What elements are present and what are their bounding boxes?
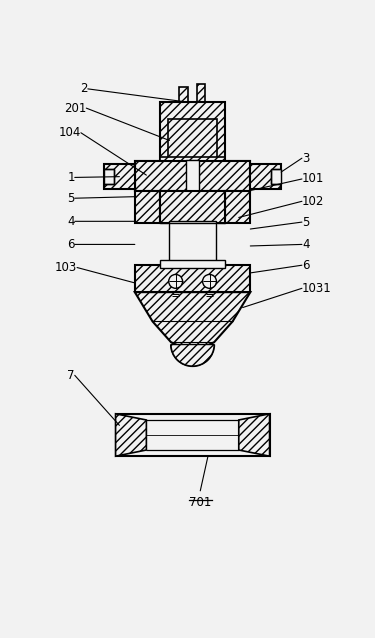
Text: 4: 4 [67,215,75,228]
Polygon shape [251,165,281,189]
Polygon shape [135,161,250,191]
Bar [183,234,202,246]
Text: 6: 6 [302,259,309,272]
Text: 101: 101 [302,172,324,186]
Polygon shape [225,161,251,191]
Text: 6: 6 [67,238,75,251]
Bar [160,260,225,267]
Bar [206,291,213,300]
Polygon shape [135,191,160,223]
Bar [271,169,281,184]
Text: 201: 201 [64,101,86,115]
Text: 4: 4 [302,238,309,251]
Polygon shape [171,345,214,366]
Bar [197,84,205,102]
Polygon shape [160,191,225,223]
Bar [217,161,225,223]
Bar [160,161,168,223]
Bar [116,414,270,456]
Text: 701: 701 [189,496,211,509]
Bar [180,87,188,102]
Circle shape [202,274,216,288]
Bar [160,157,225,165]
Bar [170,221,216,267]
Circle shape [186,234,199,246]
Text: 5: 5 [68,192,75,205]
Text: 103: 103 [55,261,77,274]
Bar [104,169,114,184]
Bar [160,102,225,161]
Text: 1031: 1031 [302,282,332,295]
Bar [168,119,217,161]
Polygon shape [239,414,270,456]
Text: 104: 104 [58,126,81,139]
Bar [172,291,180,300]
Circle shape [169,274,183,288]
Polygon shape [135,292,250,352]
Text: 102: 102 [302,195,324,208]
Bar [186,160,199,267]
Text: 5: 5 [302,216,309,228]
Text: 3: 3 [302,152,309,165]
Polygon shape [225,191,251,223]
Bar [135,265,250,292]
Polygon shape [104,165,135,189]
Polygon shape [135,161,160,191]
Text: 7: 7 [67,369,75,382]
Text: 1: 1 [67,171,75,184]
Polygon shape [116,414,146,456]
Text: 2: 2 [80,82,88,95]
